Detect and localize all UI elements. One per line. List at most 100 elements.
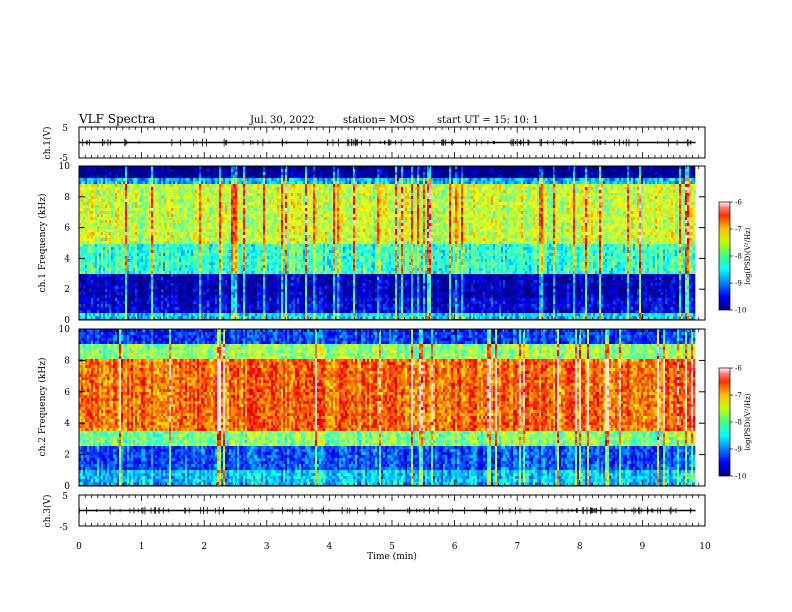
spectrogram-cell [323,202,325,205]
spectrogram-cell [397,187,399,190]
spectrogram-cell [137,193,139,196]
spectrogram-cell [295,181,297,184]
spectrogram-cell [535,181,537,184]
spectrogram-cell [631,193,633,196]
spectrogram-cell [265,196,267,199]
spectrogram-cell [275,199,277,202]
spectrogram-cell [653,178,655,181]
spectrogram-cell [339,169,341,172]
spectrogram-cell [243,187,245,190]
spectrogram-cell [265,172,267,175]
spectrogram-cell [411,184,413,187]
spectrogram-cell [471,196,473,199]
spectrogram-cell [157,196,159,199]
spectrogram-cell [647,184,649,187]
spectrogram-cell [433,196,435,199]
spectrogram-cell [103,205,105,208]
spectrogram-cell [517,178,519,181]
spectrogram-cell [135,187,137,190]
spectrogram-cell [233,184,235,187]
spectrogram-cell [205,172,207,175]
spectrogram-cell [229,172,231,175]
spectrogram-cell [237,184,239,187]
spectrogram-cell [669,187,671,190]
spectrogram-cell [247,172,249,175]
spectrogram-cell [657,187,659,190]
spectrogram-cell [427,205,429,208]
spectrogram-cell [255,190,257,193]
spectrogram-cell [633,190,635,193]
spectrogram-cell [457,184,459,187]
spectrogram-cell [497,202,499,205]
spectrogram-cell [407,187,409,190]
spectrogram-cell [425,193,427,196]
spectrogram-cell [253,175,255,178]
spectrogram-cell [395,190,397,193]
spectrogram-cell [167,187,169,190]
spectrogram-cell [375,190,377,193]
spectrogram-cell [545,205,547,208]
spectrogram-cell [357,181,359,184]
spectrogram-cell [519,199,521,202]
spectrogram-cell [387,178,389,181]
spectrogram-cell [123,178,125,181]
spectrogram-cell [371,199,373,202]
spectrogram-cell [131,169,133,172]
spectrogram-cell [481,175,483,178]
spectrogram-cell [563,190,565,193]
spectrogram-cell [513,178,515,181]
spectrogram-cell [125,205,127,208]
spectrogram-cell [283,205,285,208]
spectrogram-cell [123,187,125,190]
spectrogram-cell [665,181,667,184]
spectrogram-cell [383,184,385,187]
spectrogram-cell [365,172,367,175]
spectrogram-cell [641,193,643,196]
spectrogram-cell [321,172,323,175]
spectrogram-cell [439,175,441,178]
spectrogram-cell [185,193,187,196]
spectrogram-cell [289,199,291,202]
spectrogram-cell [453,196,455,199]
spectrogram-cell [463,193,465,196]
spectrogram-cell [293,178,295,181]
spectrogram-cell [471,178,473,181]
spectrogram-cell [157,205,159,208]
spectrogram-cell [449,187,451,190]
spectrogram-cell [561,184,563,187]
spectrogram-cell [127,181,129,184]
spectrogram-cell [291,202,293,205]
spectrogram-cell [639,187,641,190]
spectrogram-cell [145,181,147,184]
spectrogram-cell [311,187,313,190]
spectrogram-cell [591,190,593,193]
spectrogram-cell [289,178,291,181]
spectrogram-cell [225,184,227,187]
spectrogram-cell [393,196,395,199]
spectrogram-cell [89,196,91,199]
spectrogram-cell [227,181,229,184]
spectrogram-cell [687,169,689,172]
spectrogram-cell [127,190,129,193]
spectrogram-cell [169,190,171,193]
spectrogram-cell [605,172,607,175]
spectrogram-cell [371,190,373,193]
spectrogram-cell [281,181,283,184]
spectrogram-cell [267,205,269,208]
spectrogram-cell [155,196,157,199]
spectrogram-cell [349,190,351,193]
spectrogram-cell [299,196,301,199]
spectrogram-cell [159,178,161,181]
spectrogram-cell [531,199,533,202]
spectrogram-cell [449,181,451,184]
spectrogram-cell [433,178,435,181]
spectrogram-cell [589,202,591,205]
spectrogram-cell [337,193,339,196]
spectrogram-cell [87,187,89,190]
spectrogram-cell [231,196,233,199]
spectrogram-cell [635,178,637,181]
spectrogram-cell [107,190,109,193]
spectrogram-cell [295,193,297,196]
spectrogram-cell [439,205,441,208]
spectrogram-cell [375,169,377,172]
